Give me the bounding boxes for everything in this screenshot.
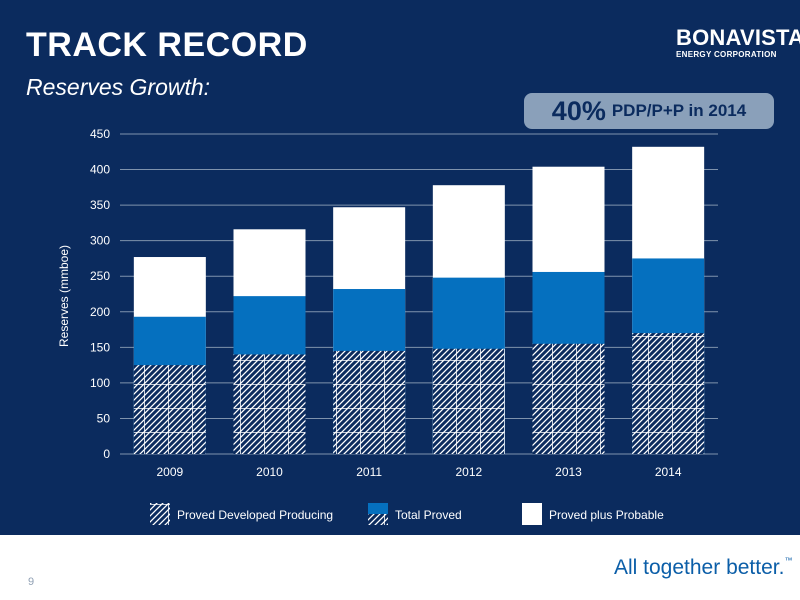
grid-lines [120,133,718,455]
legend-swatch-total-proved [368,503,388,514]
tagline: All together better.™ [614,556,792,580]
y-tick-label: 50 [97,411,111,425]
y-tick-label: 100 [90,376,110,390]
legend-label: Proved plus Probable [549,508,664,522]
callout-percent: 40% [551,95,606,126]
y-tick-label: 450 [90,127,110,141]
bar-proved-developed-producing-2012 [432,348,505,454]
legend-swatch-total-proved-base [368,514,388,525]
logo-subname: ENERGY CORPORATION [676,50,777,59]
y-axis-label: Reserves (mmboe) [57,245,71,347]
bar-proved-developed-producing-2014 [632,333,705,454]
x-tick-label: 2014 [655,465,682,479]
bar-proved-developed-producing-2009 [133,365,206,454]
x-tick-label: 2012 [455,465,482,479]
slide-subtitle: Reserves Growth: [26,74,211,100]
bar-proved-developed-producing-2011 [333,350,406,454]
y-tick-label: 200 [90,305,110,319]
y-tick-label: 300 [90,234,110,248]
x-tick-label: 2009 [156,465,183,479]
x-tick-label: 2013 [555,465,582,479]
legend-label: Proved Developed Producing [177,508,333,522]
legend-swatch-proved-plus-probable [522,503,542,525]
legend: Proved Developed Producing Total Proved Pr… [150,503,664,525]
bar-proved-developed-producing-2013 [532,343,605,454]
axis-ticks: 0 50 100 150 200 250 300 350 400 450 2009 2010 2011 2… [90,127,682,479]
y-tick-label: 250 [90,269,110,283]
y-tick-label: 400 [90,163,110,177]
y-tick-label: 0 [103,447,110,461]
y-tick-label: 350 [90,198,110,212]
page-number: 9 [28,576,35,588]
tagline-mark: ™ [784,556,793,565]
legend-label: Total Proved [395,508,462,522]
reserves-chart: 0 50 100 150 200 250 300 350 400 450 2009 2010 2011 2… [57,127,718,525]
bar-proved-developed-producing-2010 [233,354,306,454]
x-tick-label: 2011 [356,465,382,479]
x-tick-label: 2010 [256,465,283,479]
y-tick-label: 150 [90,340,110,354]
slide-title: TRACK RECORD [26,26,308,64]
legend-swatch-proved-developed-producing [150,503,170,525]
tagline-text: All together better. [614,556,785,579]
bars [133,146,705,455]
callout-box: 40% PDP/P+P in 2014 [524,93,774,129]
callout-text: PDP/P+P in 2014 [611,101,747,120]
